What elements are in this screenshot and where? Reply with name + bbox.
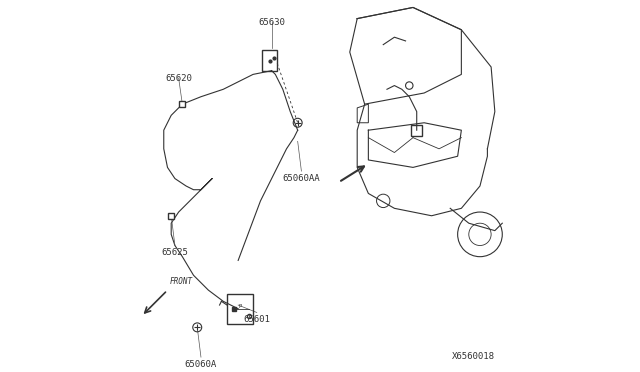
Text: 65625: 65625 xyxy=(161,248,188,257)
Text: 65060AA: 65060AA xyxy=(283,174,320,183)
Text: P: P xyxy=(238,304,242,310)
Text: 65630: 65630 xyxy=(258,18,285,27)
Text: 65601: 65601 xyxy=(243,315,270,324)
Text: 65060A: 65060A xyxy=(185,360,217,369)
Text: FRONT: FRONT xyxy=(170,278,193,286)
Text: X6560018: X6560018 xyxy=(452,352,495,361)
Text: 65620: 65620 xyxy=(165,74,192,83)
